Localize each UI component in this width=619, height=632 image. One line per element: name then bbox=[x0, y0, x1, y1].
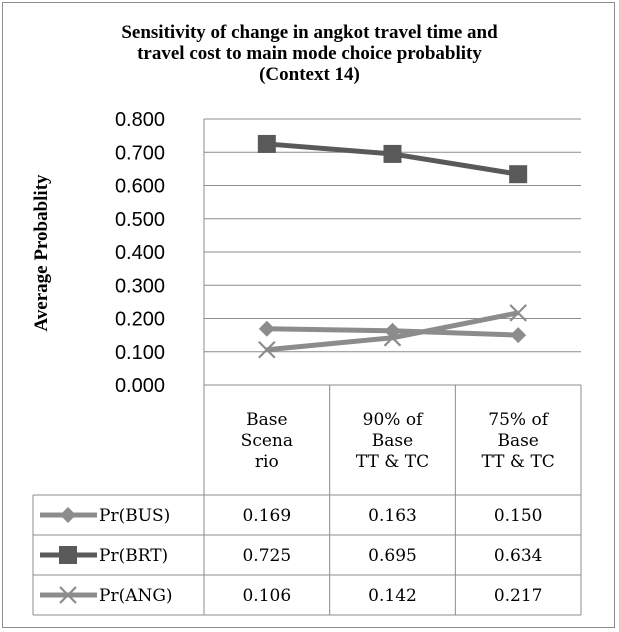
data-table-cell: 0.142 bbox=[368, 586, 417, 606]
data-point-marker bbox=[257, 134, 276, 153]
legend-key-marker bbox=[59, 546, 77, 564]
y-tick-label: 0.600 bbox=[115, 176, 165, 198]
y-tick-label: 0.400 bbox=[115, 242, 165, 264]
data-table-cell: 0.163 bbox=[368, 506, 417, 526]
data-table-cell: 0.106 bbox=[242, 586, 291, 606]
category-label: 90% of bbox=[363, 410, 424, 430]
y-tick-label: 0.000 bbox=[115, 375, 165, 397]
y-tick-label: 0.100 bbox=[115, 342, 165, 364]
data-point-marker bbox=[510, 327, 527, 344]
category-label: Scena bbox=[241, 431, 293, 451]
chart-title: Sensitivity of change in angkot travel t… bbox=[0, 22, 619, 85]
data-table-cell: 0.150 bbox=[494, 506, 543, 526]
title-line-2: travel cost to main mode choice probabli… bbox=[137, 43, 482, 64]
category-label: Base bbox=[497, 431, 538, 451]
data-point-marker bbox=[509, 304, 527, 322]
y-tick-label: 0.700 bbox=[115, 142, 165, 164]
category-label: TT & TC bbox=[482, 452, 555, 472]
category-label: TT & TC bbox=[356, 452, 429, 472]
data-table-cell: 0.634 bbox=[494, 546, 543, 566]
data-point-marker bbox=[509, 165, 528, 184]
data-table-cell: 0.695 bbox=[368, 546, 417, 566]
data-table-cell: 0.169 bbox=[242, 506, 291, 526]
data-point-marker bbox=[383, 144, 402, 163]
data-point-marker bbox=[383, 329, 402, 347]
legend-entry: Pr(BRT) bbox=[99, 546, 168, 566]
title-line-1: Sensitivity of change in angkot travel t… bbox=[121, 22, 498, 43]
legend-key-marker bbox=[60, 507, 76, 523]
legend-entry: Pr(ANG) bbox=[99, 586, 173, 606]
data-table-cell: 0.725 bbox=[242, 546, 291, 566]
y-tick-label: 0.300 bbox=[115, 275, 165, 297]
category-label: rio bbox=[255, 452, 279, 472]
legend-key-marker bbox=[59, 586, 77, 604]
data-point-marker bbox=[258, 320, 275, 337]
data-point-marker bbox=[258, 340, 276, 359]
legend-entry: Pr(BUS) bbox=[99, 506, 170, 526]
category-label: Base bbox=[372, 431, 413, 451]
y-tick-label: 0.800 bbox=[115, 109, 165, 131]
y-tick-label: 0.200 bbox=[115, 309, 165, 331]
title-line-3: (Context 14) bbox=[259, 64, 360, 85]
category-label: 75% of bbox=[488, 410, 549, 430]
category-label: Base bbox=[246, 410, 287, 430]
y-tick-label: 0.500 bbox=[115, 209, 165, 231]
data-table-cell: 0.217 bbox=[494, 586, 543, 606]
